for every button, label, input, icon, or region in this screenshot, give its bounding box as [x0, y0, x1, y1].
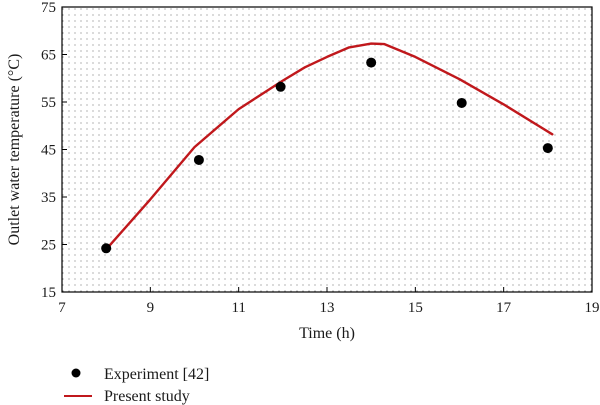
x-tick-label: 13 — [320, 300, 335, 316]
legend-label-present-study: Present study — [104, 388, 190, 405]
y-tick-label: 35 — [41, 190, 56, 206]
data-point-experiment — [366, 57, 377, 68]
data-point-experiment — [542, 143, 553, 154]
y-tick-label: 25 — [41, 238, 56, 254]
series-line-present-study — [105, 42, 554, 251]
legend: Experiment [42] Present study — [64, 366, 209, 405]
data-point-experiment — [456, 97, 467, 108]
data-point-experiment — [193, 154, 204, 165]
plot-area — [62, 7, 592, 292]
x-tick-label: 17 — [496, 300, 512, 316]
x-tick-label: 19 — [585, 300, 600, 316]
y-tick-label: 55 — [41, 95, 56, 111]
y-tick-label: 75 — [41, 0, 56, 16]
plot-dotted-background — [62, 7, 592, 292]
x-axis-label: Time (h) — [299, 325, 355, 342]
x-tick-label: 11 — [231, 300, 245, 316]
y-axis-label: Outlet water temperature (°C) — [6, 54, 23, 246]
series-layer — [101, 42, 554, 254]
legend-label-experiment: Experiment [42] — [104, 366, 209, 383]
axes — [61, 6, 593, 293]
y-tick-label: 15 — [41, 285, 56, 301]
data-point-experiment — [275, 81, 286, 92]
tick-labels: 7 9 11 13 15 17 19 15 25 35 45 55 65 75 — [41, 0, 600, 316]
x-tick-label: 15 — [408, 300, 423, 316]
x-tick-label: 7 — [58, 300, 66, 316]
y-tick-label: 45 — [41, 143, 56, 159]
y-tick-label: 65 — [41, 48, 56, 64]
legend-marker-experiment — [71, 368, 81, 378]
data-point-experiment — [101, 243, 112, 254]
x-tick-label: 9 — [147, 300, 155, 316]
